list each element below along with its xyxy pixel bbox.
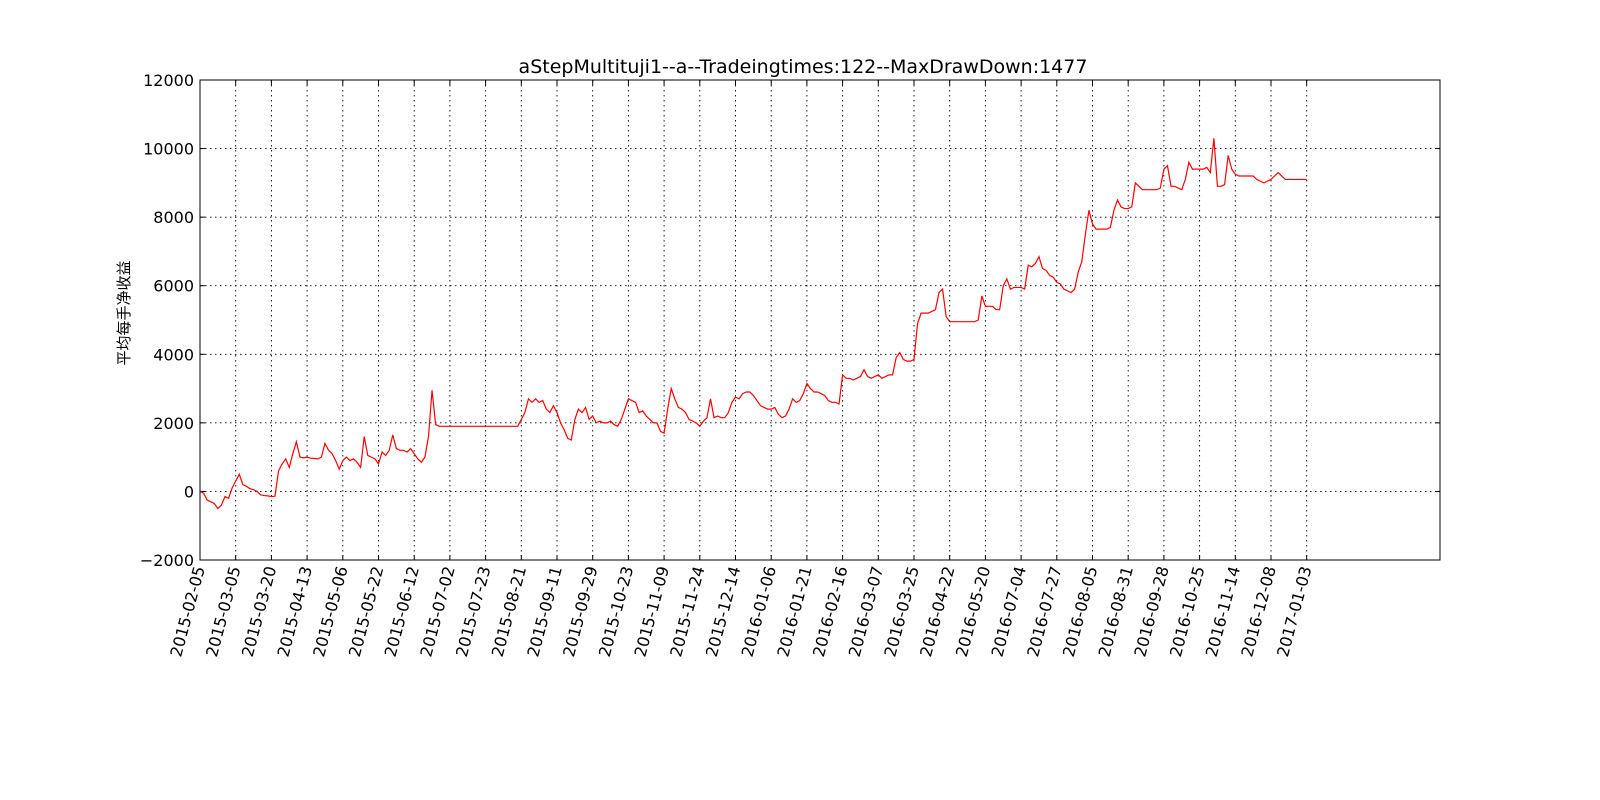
y-tick-label: 6000 — [153, 277, 194, 296]
grid — [200, 80, 1440, 560]
chart-title: aStepMultituji1--a--Tradeingtimes:122--M… — [519, 56, 1088, 78]
series-line — [199, 138, 1307, 510]
plot-frame — [199, 79, 1441, 561]
y-tick-label: 0 — [184, 482, 194, 501]
y-tick-label: −2000 — [140, 551, 194, 570]
y-tick-label: 8000 — [153, 208, 194, 227]
y-tick-label: 12000 — [143, 71, 194, 90]
y-tick-label: 2000 — [153, 414, 194, 433]
y-tick-label: 4000 — [153, 345, 194, 364]
y-axis-label: 平均每手净收益 — [115, 260, 133, 365]
y-tick-label: 10000 — [143, 140, 194, 159]
